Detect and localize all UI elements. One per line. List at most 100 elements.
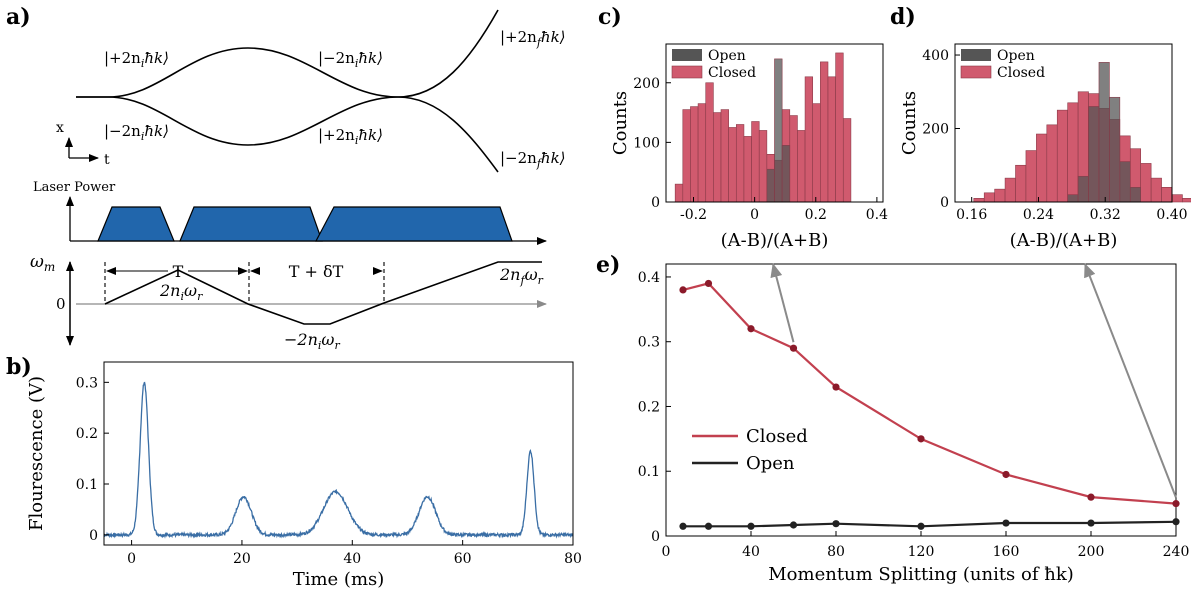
panel-label-a: a)	[6, 4, 31, 30]
chart-d-ylabel: Counts	[899, 91, 920, 155]
chart-c-bar-closed	[836, 53, 844, 202]
point-closed	[917, 435, 924, 442]
chart-c-bar-closed	[752, 122, 760, 202]
point-closed	[679, 286, 686, 293]
chart-e-axes-box	[666, 264, 1176, 536]
chart-e-ytick-label: 0	[651, 529, 660, 545]
zero-label: 0	[56, 295, 66, 313]
chart-d-bar-closed	[1162, 187, 1172, 202]
chart-d-bar-closed	[1005, 178, 1015, 202]
chart-d-bar-closed	[1068, 103, 1078, 202]
chart-c-bar-closed	[813, 104, 821, 202]
chart-c-bar-closed	[820, 62, 828, 202]
chart-e-xtick-label: 80	[827, 544, 845, 560]
chart-b-axes-box	[104, 362, 573, 545]
chart-b-xtick-label: 20	[233, 551, 251, 567]
interval-T-dT-label: T + δT	[289, 262, 344, 281]
chart-d-bar-open	[1089, 106, 1099, 202]
chart-c-bar-closed	[683, 110, 691, 202]
chart-c-bar-closed	[797, 130, 805, 202]
chart-e-xtick-label: 200	[1078, 544, 1105, 560]
chart-d-xtick-label: 0.32	[1090, 207, 1121, 223]
chart-d-legend-swatch-open	[961, 49, 991, 61]
point-closed	[1002, 471, 1009, 478]
chart-d-bar-closed	[974, 198, 984, 202]
x-axis-label: x	[56, 120, 64, 136]
chart-d-bar-closed	[1047, 125, 1057, 202]
t-axis-label: t	[104, 152, 110, 168]
point-open	[1087, 519, 1094, 526]
chart-e-xlabel: Momentum Splitting (units of ħk)	[768, 564, 1074, 585]
point-open	[705, 523, 712, 530]
chart-c-bar-closed	[744, 136, 752, 202]
laser-pulse-2	[180, 207, 322, 241]
point-open	[917, 523, 924, 530]
slope-positive-label: 2niωr	[159, 281, 203, 303]
ket-top-left: |+2niħk⟩	[104, 49, 169, 70]
series-line-open	[683, 522, 1176, 527]
chart-e-ytick-label: 0.2	[638, 399, 660, 415]
chart-d-bar-open	[1109, 97, 1119, 202]
chart-b-xtick-label: 60	[454, 551, 472, 567]
chart-c-xtick-label: 0.2	[805, 207, 827, 223]
ket-right-bottom: |−2nfħk⟩	[500, 149, 566, 170]
chart-c: -0.2 0 0.2 0.40100200(A-B)/(A+B)CountsOpenC…	[610, 44, 888, 251]
ket-bottom-mid: |+2niħk⟩	[318, 126, 383, 147]
chart-d-ytick-label: 0	[940, 195, 949, 211]
chart-d-legend-swatch-closed	[961, 66, 991, 78]
ket-top-mid: |−2niħk⟩	[318, 49, 383, 70]
legend-label-closed: Closed	[746, 426, 808, 447]
chart-b-xtick-label: 80	[564, 551, 582, 567]
chart-d-ytick-label: 400	[922, 48, 949, 64]
chart-d-bar-open	[1078, 176, 1088, 202]
chart-d: 0.16 0.24 0.32 0.40 0 200 400 (A-B)/(A+B) Counts…	[899, 44, 1191, 251]
point-open	[790, 521, 797, 528]
chart-b-ytick-label: 0.1	[76, 477, 98, 493]
chart-c-bar-open	[767, 169, 775, 202]
chart-d-legend-open: Open	[997, 48, 1035, 64]
chart-d-bar-closed	[1172, 195, 1182, 202]
point-closed	[705, 280, 712, 287]
chart-d-bar-open	[1120, 162, 1130, 202]
chart-c-legend-closed: Closed	[708, 65, 756, 81]
chart-c-bar-closed	[675, 184, 683, 202]
panel-label-c: c)	[598, 4, 622, 30]
chart-c-xtick-label: 0	[750, 207, 759, 223]
chart-e-ytick-label: 0.4	[638, 270, 660, 286]
point-closed	[832, 383, 839, 390]
chart-c-xtick-label: -0.2	[680, 207, 707, 223]
laser-pulse-3	[316, 207, 512, 241]
chart-c-bar-closed	[805, 77, 813, 202]
chart-d-bar-closed	[1182, 198, 1191, 202]
interval-T-label: T	[173, 262, 184, 281]
chart-d-bar-closed	[1026, 151, 1036, 202]
chart-b-xlabel: Time (ms)	[293, 569, 385, 590]
chart-b-ytick-label: 0	[89, 528, 98, 544]
ket-right-top: |+2nfħk⟩	[500, 28, 566, 49]
omega-m-label: ωm	[30, 252, 55, 274]
fluorescence-trace	[104, 383, 573, 537]
link-arrow-1	[773, 264, 794, 342]
chart-d-bar-closed	[1057, 110, 1067, 202]
chart-c-bar-open	[775, 59, 783, 202]
chart-d-bar-closed	[995, 189, 1005, 202]
chart-c-bar-closed	[828, 77, 836, 202]
point-closed	[790, 345, 797, 352]
point-open	[747, 523, 754, 530]
chart-d-bar-closed	[1036, 134, 1046, 202]
chart-b-ytick-label: 0.3	[76, 375, 98, 391]
chart-e-ytick-label: 0.1	[638, 464, 660, 480]
chart-b-xtick-label: 0	[127, 551, 136, 567]
chart-d-bar-closed	[1151, 178, 1161, 202]
chart-d-xlabel: (A-B)/(A+B)	[1010, 230, 1118, 251]
point-closed	[1172, 500, 1179, 507]
chart-c-bar-closed	[721, 110, 729, 202]
slope-negative-label: −2niωr	[284, 330, 340, 352]
legend-label-open: Open	[746, 453, 795, 474]
chart-c-ytick-label: 200	[633, 76, 660, 92]
laser-pulse-1	[98, 207, 174, 241]
chart-e-xtick-label: 0	[662, 544, 671, 560]
chart-d-bar-open	[1130, 187, 1140, 202]
chart-c-xlabel: (A-B)/(A+B)	[721, 230, 829, 251]
